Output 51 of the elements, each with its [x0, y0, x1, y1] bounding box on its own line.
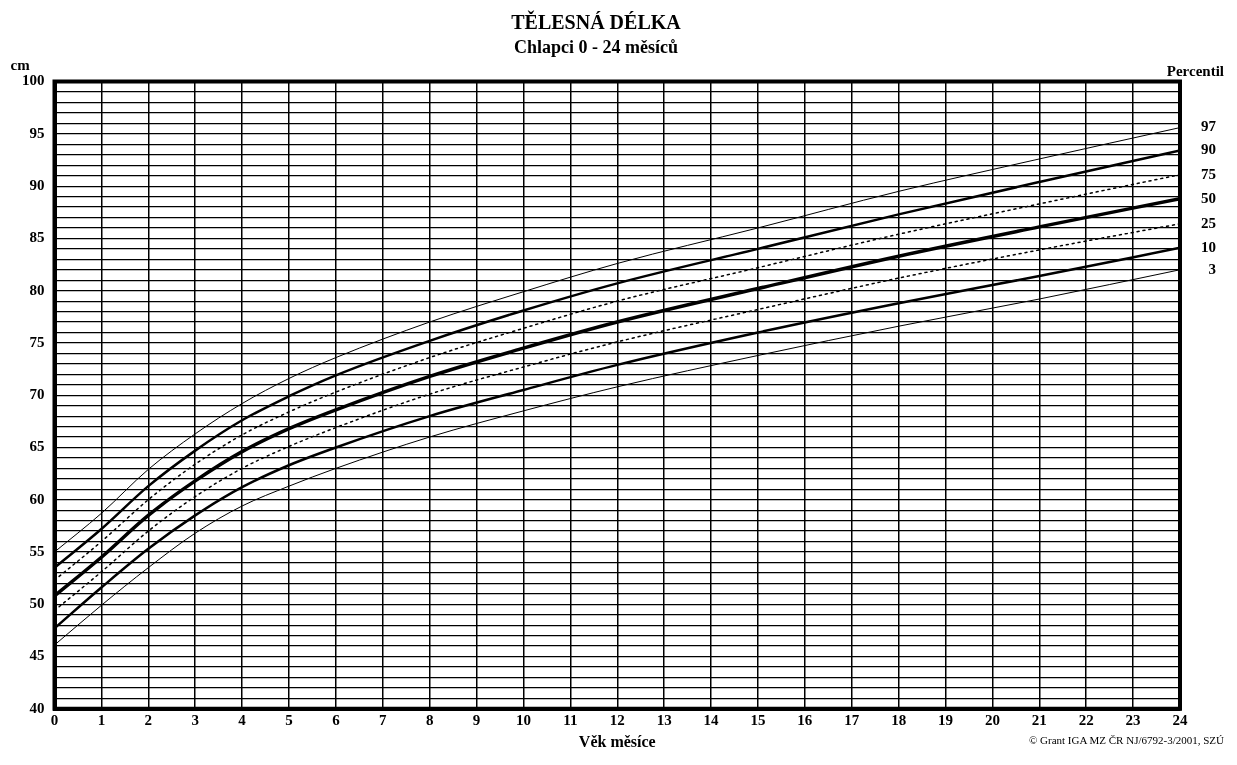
- y-tick-label: 45: [29, 647, 45, 664]
- series-label: 50: [1201, 189, 1216, 206]
- series-label: 3: [1208, 260, 1216, 277]
- text: © Grant IGA MZ ČR NJ/6792-3/2001, SZÚ: [1028, 734, 1225, 747]
- y-tick-label: 100: [22, 72, 45, 89]
- x-tick-label: 11: [563, 711, 578, 728]
- x-tick-label: 6: [332, 711, 341, 728]
- x-tick-label: 16: [797, 711, 813, 728]
- y-tick-label: 75: [29, 333, 45, 350]
- x-tick-label: 15: [750, 711, 766, 728]
- series-label: 10: [1201, 238, 1216, 255]
- x-tick-label: 17: [844, 711, 860, 728]
- chart-subtitle: Chlapci 0 - 24 měsíců: [514, 37, 678, 58]
- x-tick-label: 22: [1078, 711, 1094, 728]
- x-tick-label: 9: [472, 711, 481, 728]
- y-tick-label: 40: [29, 699, 45, 716]
- x-tick-label: 7: [379, 711, 388, 728]
- x-tick-label: 1: [97, 711, 106, 728]
- x-tick-label: 12: [609, 711, 625, 728]
- x-tick-label: 0: [50, 711, 59, 728]
- x-tick-label: 8: [425, 711, 434, 728]
- y-tick-label: 55: [29, 542, 45, 559]
- x-tick-label: 14: [703, 711, 720, 728]
- x-tick-label: 3: [191, 711, 199, 728]
- x-tick-label: 2: [144, 711, 153, 728]
- x-tick-label: 13: [656, 711, 672, 728]
- series-label: 90: [1201, 141, 1216, 158]
- x-tick-label: 18: [891, 711, 907, 728]
- y-axis-title: cm: [10, 56, 31, 73]
- x-axis-title: Věk měsíce: [578, 732, 656, 750]
- y-tick-label: 65: [29, 438, 45, 455]
- y-tick-label: 90: [29, 177, 45, 194]
- y-tick-label: 85: [29, 229, 45, 246]
- legend-title: Percentil: [1166, 62, 1224, 79]
- x-tick-label: 19: [938, 711, 954, 728]
- y-tick-label: 50: [29, 595, 45, 612]
- x-tick-label: 24: [1172, 711, 1188, 728]
- x-tick-label: 23: [1125, 711, 1141, 728]
- y-tick-label: 80: [29, 281, 45, 298]
- y-tick-label: 60: [29, 490, 45, 507]
- x-tick-label: 5: [285, 711, 293, 728]
- x-tick-label: 10: [515, 711, 531, 728]
- series-label: 75: [1201, 165, 1216, 182]
- series-label: 97: [1201, 118, 1217, 135]
- series-label: 25: [1201, 214, 1216, 231]
- x-tick-label: 20: [984, 711, 1000, 728]
- y-tick-label: 95: [29, 124, 45, 141]
- x-tick-label: 21: [1031, 711, 1047, 728]
- x-tick-label: 4: [238, 711, 247, 728]
- y-tick-label: 70: [29, 386, 45, 403]
- chart-title: TĚLESNÁ DÉLKA: [511, 10, 682, 34]
